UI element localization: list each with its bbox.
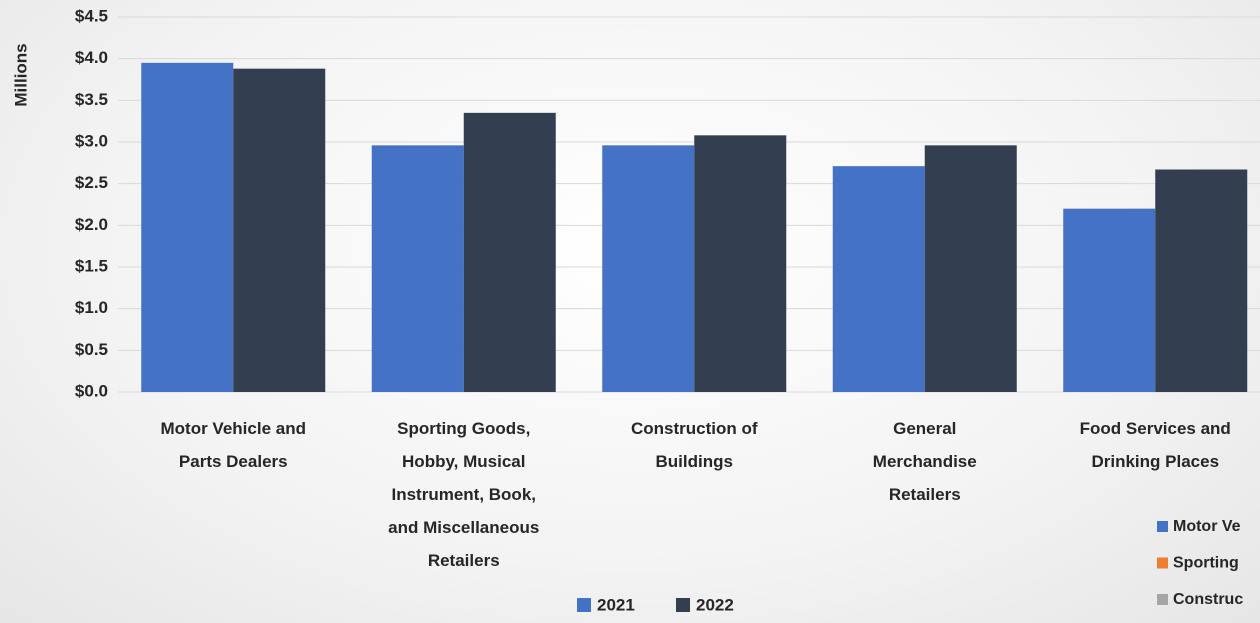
legend-swatch [676, 598, 690, 612]
bar [924, 145, 1017, 392]
bar [602, 145, 695, 392]
legend-swatch [1157, 594, 1168, 605]
legend-swatch [577, 598, 591, 612]
legend-label: 2021 [597, 595, 635, 614]
bar [233, 68, 326, 393]
y-tick-label: $4.0 [75, 48, 108, 67]
bar [1155, 169, 1248, 392]
x-tick-label: General Merchandise Retailers [872, 419, 977, 504]
legend-label: Construc [1173, 591, 1243, 608]
y-tick-label: $0.0 [75, 381, 108, 400]
legend-label: Sporting [1173, 555, 1239, 572]
bar [141, 62, 234, 392]
legend-label: Motor Ve [1173, 518, 1241, 535]
y-tick-label: $4.5 [75, 6, 108, 25]
y-axis-label: Millions [11, 43, 30, 106]
x-tick-label: Construction of Buildings [630, 419, 758, 471]
y-tick-label: $0.5 [75, 340, 108, 359]
legend-label: 2022 [696, 595, 734, 614]
bar [1063, 208, 1156, 392]
bar [463, 112, 556, 392]
y-tick-label: $2.0 [75, 215, 108, 234]
legend-swatch [1157, 521, 1168, 532]
legend-swatch [1157, 557, 1168, 569]
bar [371, 145, 464, 392]
bar [694, 135, 787, 393]
y-tick-label: $1.5 [75, 256, 108, 275]
y-tick-label: $1.0 [75, 298, 108, 317]
y-tick-label: $3.0 [75, 131, 108, 150]
y-tick-label: $3.5 [75, 90, 108, 109]
x-tick-label: Motor Vehicle and Parts Dealers [160, 419, 306, 471]
x-tick-label: Sporting Goods, Hobby, Musical Instrumen… [388, 419, 540, 570]
x-tick-label: Food Services and Drinking Places [1079, 419, 1231, 471]
bar [832, 166, 925, 392]
y-tick-label: $2.5 [75, 173, 108, 192]
